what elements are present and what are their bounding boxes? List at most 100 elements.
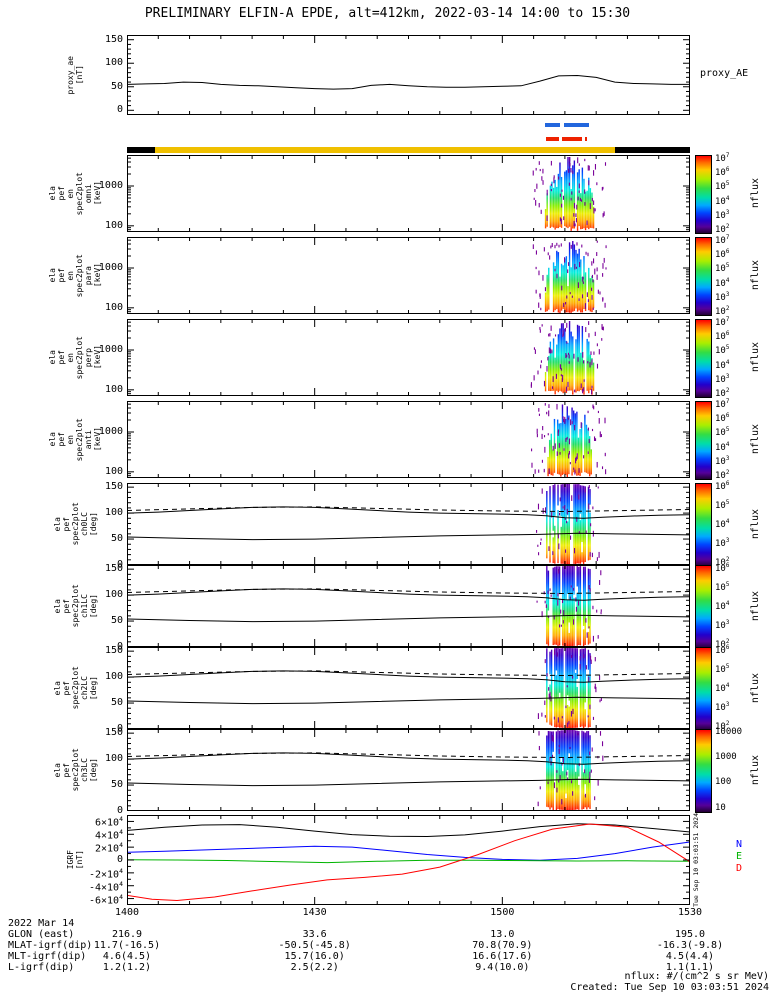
ylabel-word: en <box>66 434 75 445</box>
panel-plot-spec_omni <box>126 155 691 232</box>
ylabel-word: [keV] <box>93 427 102 452</box>
y-tick-label: 0 <box>116 723 123 734</box>
ylabel-word: [deg] <box>88 511 98 537</box>
ylabel-word: ela <box>52 516 62 532</box>
colorbar-title-text: nflux <box>750 178 761 209</box>
ylabel-word: pef <box>57 268 66 283</box>
panel-content <box>128 823 689 902</box>
colorbar-tick-label: 104 <box>715 518 730 530</box>
colorbar-lc_ch3 <box>695 729 712 813</box>
y-tick-label: 1000 <box>98 343 123 355</box>
x-tick-label: 1500 <box>490 907 515 918</box>
colorbar-tick-label: 104 <box>715 441 730 453</box>
ylabel-word: ch1LC <box>79 593 89 619</box>
ylabel-word: IGRF <box>66 850 75 870</box>
colorbar-title: nflux <box>750 565 762 647</box>
footer-value: 216.9 <box>111 929 143 940</box>
panel-plot-spec_para <box>126 237 691 314</box>
y-tick-label: 4×104 <box>94 828 123 842</box>
series-lower_bound <box>128 532 689 541</box>
epoch-bar-segment <box>614 147 690 153</box>
panel-ylabel-spec_para: ela pef en spec2plot para [keV] <box>46 237 104 314</box>
y-tick-label: 100 <box>104 57 123 69</box>
ylabel-word: en <box>66 188 75 199</box>
footer-value: 11.7(-16.5) <box>93 940 161 951</box>
colorbar-title-text: nflux <box>750 342 761 373</box>
ylabel-word: pef <box>61 762 71 778</box>
colorbar-title-text: nflux <box>750 260 761 291</box>
ylabel-word: [keV] <box>93 345 102 370</box>
colorbar-title-text: nflux <box>750 754 761 786</box>
panel-ylabel-proxy_ae: proxy_ae [nT] <box>46 35 104 115</box>
created-timestamp-note: Created: Tue Sep 10 03:03:51 2024 <box>570 982 769 993</box>
colorbar-lc_ch2 <box>695 647 712 731</box>
y-tick-label: 0 <box>116 854 123 865</box>
colorbar-spec_omni <box>695 155 712 234</box>
colorbar-tick-label: 10000 <box>715 726 743 737</box>
ylabel-word: pef <box>61 680 71 696</box>
y-tick-label: 0 <box>116 805 123 816</box>
panel-spec_anti <box>126 401 691 478</box>
colorbar-tick-label: 104 <box>715 359 730 371</box>
plot-title: PRELIMINARY ELFIN-A EPDE, alt=412km, 202… <box>144 6 631 21</box>
ylabel-word: [keV] <box>93 181 102 206</box>
y-tick-label: -2×104 <box>88 866 123 881</box>
ylabel-word: omni <box>84 183 93 204</box>
panel-plot-lc_ch3 <box>126 729 691 812</box>
panel-spec_omni <box>126 155 691 232</box>
series-loss_cone <box>128 670 689 683</box>
footer-value: 70.8(70.9) <box>472 940 533 951</box>
y-tick-label: 0 <box>116 104 123 116</box>
panel-lc_ch0 <box>126 483 691 566</box>
series-proxy_AE <box>128 74 689 90</box>
colorbar-tick-label: 105 <box>715 181 730 193</box>
series-anti_loss_cone <box>128 670 689 677</box>
colorbar-tick-label: 105 <box>715 427 730 439</box>
footer-row-label: MLT-igrf(dip) <box>8 951 87 962</box>
footer-value: 13.0 <box>490 929 515 940</box>
colorbar-title-text: nflux <box>750 672 761 704</box>
colorbar-title: nflux <box>750 155 762 232</box>
colorbar-tick-label: 106 <box>715 644 730 656</box>
colorbar-title-text: nflux <box>750 424 761 455</box>
colorbar-tick-label: 107 <box>715 316 730 328</box>
colorbar-tick-label: 102 <box>715 224 730 236</box>
epoch-bar-segment <box>155 147 615 153</box>
creation-timestamp-text: Tue Sep 10 03:03:51 2024 <box>692 813 700 907</box>
date-label: 2022 Mar 14 <box>8 918 75 929</box>
panel-content <box>532 240 607 313</box>
ylabel-word: ela <box>52 762 62 778</box>
colorbar-lc_ch0 <box>695 483 712 567</box>
y-tick-label: 100 <box>104 383 123 395</box>
footer-row-label: GLON (east) <box>8 929 75 940</box>
ylabel-word: ela <box>48 186 57 201</box>
ylabel-word: proxy_ae <box>66 55 75 95</box>
panel-content <box>530 321 604 395</box>
nflux-units-note: nflux: #/(cm^2 s sr MeV) <box>624 971 770 982</box>
colorbar-tick-label: 1000 <box>715 752 737 763</box>
colorbar-tick-label: 106 <box>715 330 730 342</box>
panel-ylabel-lc_ch0: ela pef spec2plot ch0LC [deg] <box>46 483 104 565</box>
series-B_E <box>128 859 689 864</box>
ylabel-word: ela <box>52 680 62 696</box>
colorbar-tick-label: 106 <box>715 562 730 574</box>
y-tick-label: 50 <box>110 697 123 709</box>
ylabel-word: pef <box>61 598 71 614</box>
colorbar-tick-label: 102 <box>715 388 730 400</box>
ylabel-word: [nT] <box>75 850 84 870</box>
ylabel-word: ch2LC <box>79 675 89 701</box>
ylabel-word: ela <box>52 598 62 614</box>
colorbar-tick-label: 102 <box>715 720 730 732</box>
legend-E: E <box>736 851 743 863</box>
footer-value: 2.5(2.2) <box>290 962 339 973</box>
panel-ylabel-igrf: IGRF [nT] <box>46 815 104 905</box>
panel-content <box>532 157 607 231</box>
colorbar-tick-label: 103 <box>715 701 730 713</box>
y-tick-label: 150 <box>104 645 123 657</box>
ylabel-word: perp <box>84 347 93 368</box>
panel-content <box>128 730 689 810</box>
colorbar-tick-label: 104 <box>715 195 730 207</box>
colorbar-tick-label: 103 <box>715 455 730 467</box>
y-tick-label: 1000 <box>98 261 123 273</box>
y-tick-label: 1000 <box>98 179 123 191</box>
